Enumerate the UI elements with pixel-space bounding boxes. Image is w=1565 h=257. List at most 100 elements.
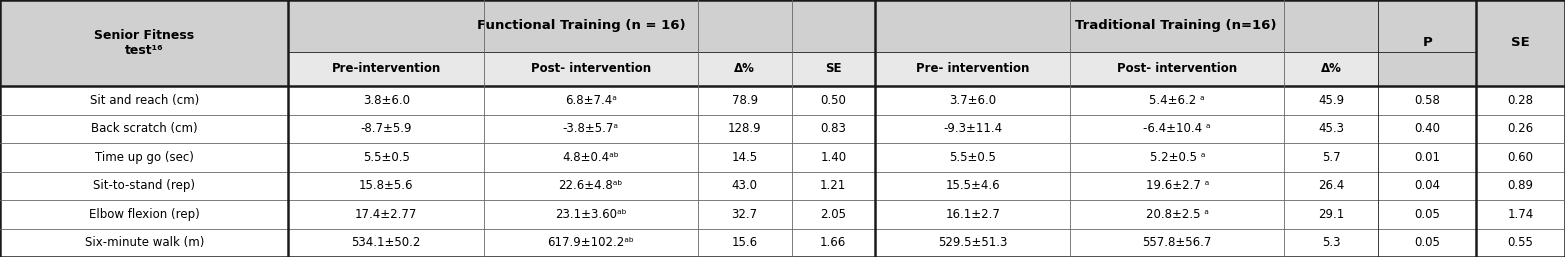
Text: 0.05: 0.05 <box>1415 236 1440 249</box>
Text: 14.5: 14.5 <box>731 151 757 164</box>
Bar <box>1379 228 1476 257</box>
Text: 529.5±51.3: 529.5±51.3 <box>937 236 1008 249</box>
Bar <box>792 200 875 228</box>
Bar <box>1379 0 1476 86</box>
Text: 43.0: 43.0 <box>731 179 757 192</box>
Text: Sit and reach (cm): Sit and reach (cm) <box>89 94 199 107</box>
Text: 4.8±0.4ᵃᵇ: 4.8±0.4ᵃᵇ <box>562 151 620 164</box>
Bar <box>875 52 1070 86</box>
Bar <box>0 0 288 86</box>
Text: 2.05: 2.05 <box>820 208 847 221</box>
Text: 17.4±2.77: 17.4±2.77 <box>355 208 418 221</box>
Bar <box>1476 143 1565 171</box>
Text: 1.21: 1.21 <box>820 179 847 192</box>
Bar <box>0 115 288 143</box>
Bar <box>1070 52 1283 86</box>
Text: -3.8±5.7ᵃ: -3.8±5.7ᵃ <box>563 122 618 135</box>
Bar <box>1476 171 1565 200</box>
Text: 5.5±0.5: 5.5±0.5 <box>950 151 995 164</box>
Text: 29.1: 29.1 <box>1318 208 1344 221</box>
Text: 6.8±7.4ᵃ: 6.8±7.4ᵃ <box>565 94 617 107</box>
Bar <box>288 86 484 115</box>
Bar <box>875 228 1070 257</box>
Text: 19.6±2.7 ᵃ: 19.6±2.7 ᵃ <box>1146 179 1208 192</box>
Bar <box>792 115 875 143</box>
Bar <box>698 52 792 86</box>
Bar <box>0 228 288 257</box>
Text: -8.7±5.9: -8.7±5.9 <box>360 122 412 135</box>
Bar <box>1070 200 1283 228</box>
Bar <box>698 228 792 257</box>
Bar <box>1476 0 1565 86</box>
Bar <box>792 143 875 171</box>
Bar <box>1283 200 1379 228</box>
Text: Senior Fitness
test¹⁶: Senior Fitness test¹⁶ <box>94 29 194 57</box>
Text: 0.05: 0.05 <box>1415 208 1440 221</box>
Bar <box>1476 228 1565 257</box>
Bar <box>1379 171 1476 200</box>
Bar <box>288 143 484 171</box>
Text: 5.2±0.5 ᵃ: 5.2±0.5 ᵃ <box>1150 151 1205 164</box>
Text: 1.66: 1.66 <box>820 236 847 249</box>
Text: SE: SE <box>1512 36 1531 50</box>
Text: Post- intervention: Post- intervention <box>531 62 651 76</box>
Text: Post- intervention: Post- intervention <box>1117 62 1238 76</box>
Bar <box>1379 115 1476 143</box>
Text: 617.9±102.2ᵃᵇ: 617.9±102.2ᵃᵇ <box>548 236 634 249</box>
Text: 5.7: 5.7 <box>1322 151 1340 164</box>
Text: -9.3±11.4: -9.3±11.4 <box>944 122 1002 135</box>
Text: Functional Training (n = 16): Functional Training (n = 16) <box>477 20 685 32</box>
Text: Pre-intervention: Pre-intervention <box>332 62 441 76</box>
Bar <box>698 171 792 200</box>
Text: Δ%: Δ% <box>1321 62 1341 76</box>
Bar <box>1283 52 1379 86</box>
Bar <box>1283 171 1379 200</box>
Bar <box>1070 143 1283 171</box>
Text: 32.7: 32.7 <box>731 208 757 221</box>
Bar <box>288 0 875 52</box>
Text: 5.3: 5.3 <box>1322 236 1340 249</box>
Bar <box>1379 143 1476 171</box>
Text: 1.74: 1.74 <box>1507 208 1534 221</box>
Bar <box>875 143 1070 171</box>
Bar <box>698 115 792 143</box>
Bar <box>792 171 875 200</box>
Text: 557.8±56.7: 557.8±56.7 <box>1142 236 1211 249</box>
Bar <box>698 143 792 171</box>
Bar <box>1476 86 1565 115</box>
Bar <box>484 200 698 228</box>
Text: 78.9: 78.9 <box>731 94 757 107</box>
Bar <box>484 171 698 200</box>
Bar <box>875 200 1070 228</box>
Text: 0.28: 0.28 <box>1507 94 1534 107</box>
Bar <box>1379 200 1476 228</box>
Bar <box>484 143 698 171</box>
Text: 45.3: 45.3 <box>1318 122 1344 135</box>
Text: 1.40: 1.40 <box>820 151 847 164</box>
Bar <box>0 143 288 171</box>
Text: 15.6: 15.6 <box>731 236 757 249</box>
Text: 534.1±50.2: 534.1±50.2 <box>352 236 421 249</box>
Text: 15.8±5.6: 15.8±5.6 <box>358 179 413 192</box>
Text: Sit-to-stand (rep): Sit-to-stand (rep) <box>94 179 196 192</box>
Bar <box>1070 228 1283 257</box>
Bar <box>288 52 484 86</box>
Bar <box>484 52 698 86</box>
Text: 5.5±0.5: 5.5±0.5 <box>363 151 410 164</box>
Bar <box>1476 115 1565 143</box>
Text: Time up go (sec): Time up go (sec) <box>95 151 194 164</box>
Bar <box>484 115 698 143</box>
Bar <box>1070 171 1283 200</box>
Bar <box>288 200 484 228</box>
Text: 0.58: 0.58 <box>1415 94 1440 107</box>
Text: 128.9: 128.9 <box>728 122 762 135</box>
Text: 22.6±4.8ᵃᵇ: 22.6±4.8ᵃᵇ <box>559 179 623 192</box>
Bar <box>0 171 288 200</box>
Text: 16.1±2.7: 16.1±2.7 <box>945 208 1000 221</box>
Bar <box>1283 86 1379 115</box>
Bar <box>0 200 288 228</box>
Text: 0.50: 0.50 <box>820 94 847 107</box>
Bar <box>792 86 875 115</box>
Bar <box>1476 200 1565 228</box>
Bar <box>875 115 1070 143</box>
